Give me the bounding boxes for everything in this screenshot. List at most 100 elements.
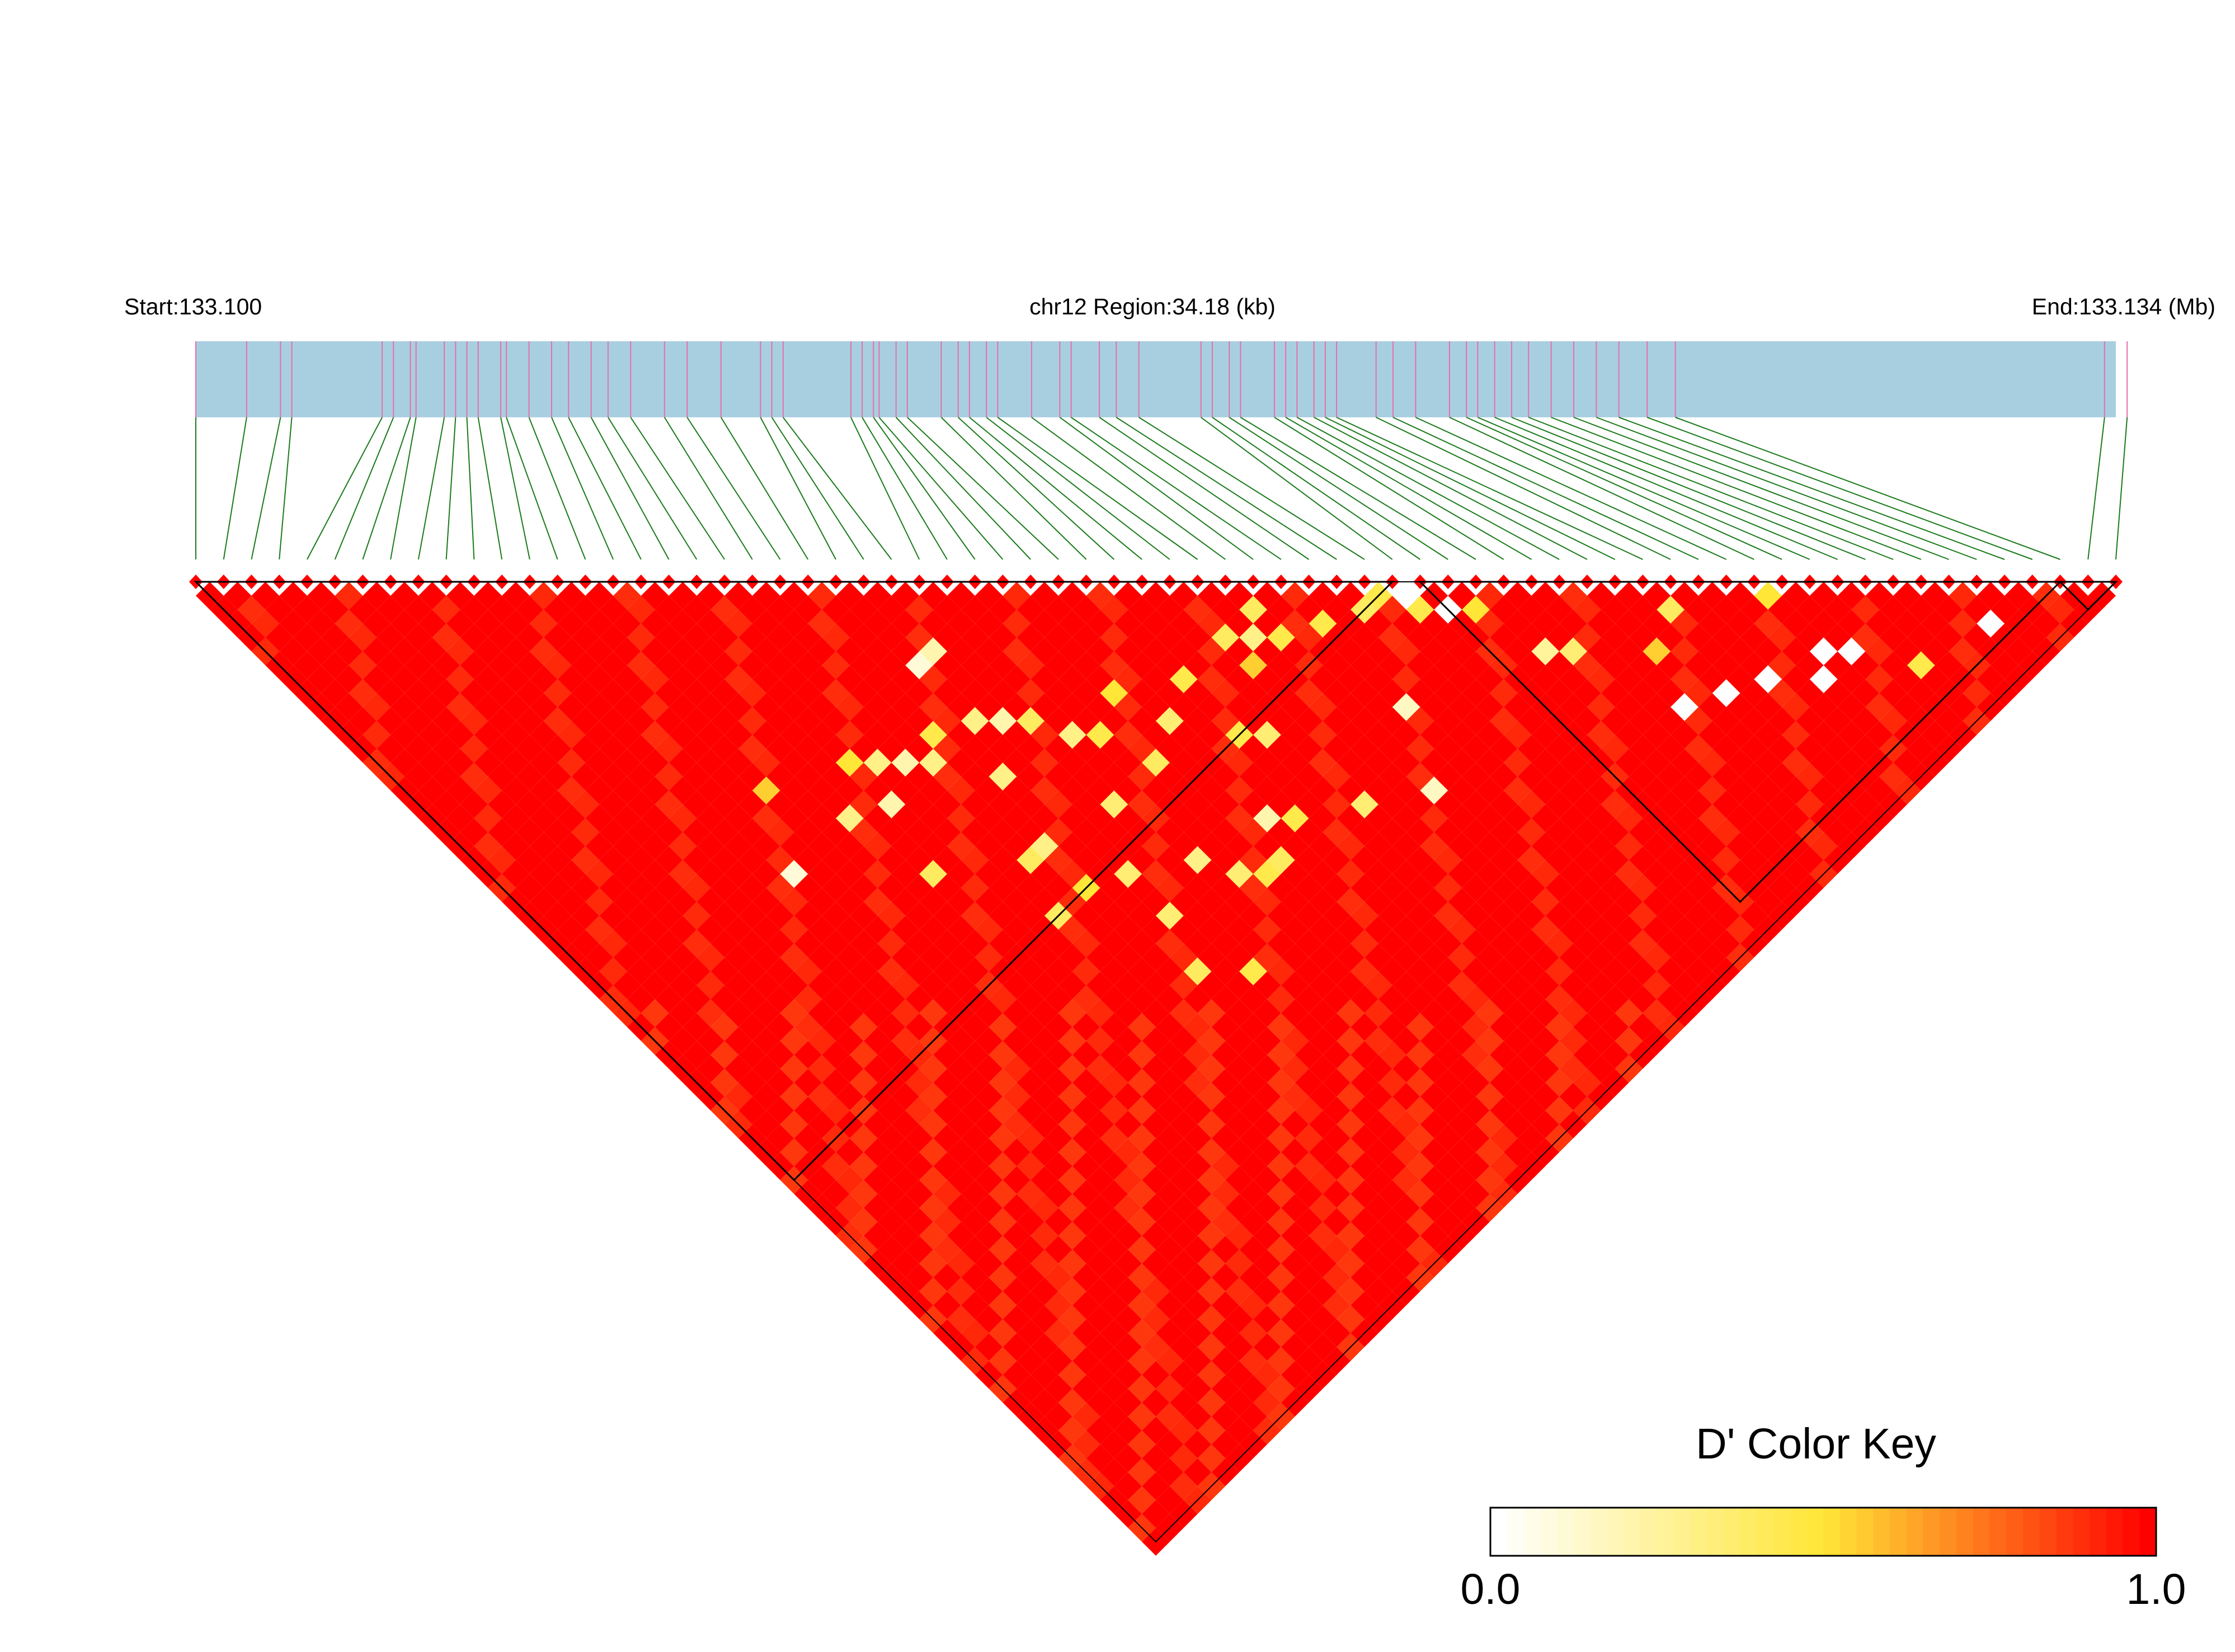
ld-cell [432,651,460,680]
ld-cell [404,707,432,735]
ld-cell [1072,1430,1100,1458]
ld-cell [585,693,614,721]
ld-cell [307,665,335,693]
ld-cell [1100,1458,1128,1486]
ld-cell [251,582,280,610]
ld-cell [752,999,780,1027]
snp-connector [568,417,642,560]
ld-cell [529,582,558,610]
ld-cell [933,679,961,707]
ld-cell [529,804,558,832]
ld-cell [404,763,432,791]
ld-cell [1531,776,1560,804]
ld-cell [1128,874,1156,902]
snp-connector [1212,417,1421,560]
ld-cell [613,609,641,638]
ld-cell [877,623,906,652]
ld-cell [1211,985,1240,1013]
ld-cell [1378,1180,1406,1208]
ld-cell [1128,957,1156,986]
ld-cell [933,1069,961,1097]
ld-cell [1128,595,1156,624]
ld-cell [697,860,725,888]
ld-cell [585,860,614,888]
ld-cell [724,1055,752,1083]
color-key-step [2106,1508,2124,1556]
ld-cell [1476,582,1504,610]
ld-cell [1044,1013,1072,1041]
ld-cell [1072,929,1100,958]
ld-cell [1156,1263,1184,1292]
ld-cell [1754,693,1782,721]
ld-cell [1643,776,1671,804]
ld-heatmap-cells [196,582,2116,1556]
ld-cell [1476,832,1504,860]
snp-connector [1675,417,2060,560]
ld-cell [613,915,641,944]
ld-cell [1587,915,1615,944]
snp-connector [477,417,503,560]
ld-cell [446,637,474,666]
ld-cell [1017,679,1045,707]
ld-cell [724,749,752,777]
ld-cell [780,721,808,749]
ld-cell [961,1319,989,1347]
ld-cell [1044,957,1072,986]
ld-cell [1156,1375,1184,1403]
ld-cell [1044,874,1072,902]
ld-cell [404,595,432,624]
ld-cell [1907,679,1935,707]
snp-connector [1336,417,1643,560]
ld-cell [502,609,530,638]
ld-cell [1211,1208,1240,1236]
ld-cell [933,735,961,763]
ld-cell [808,637,836,666]
ld-cell [1211,957,1240,986]
ld-cell [1100,763,1128,791]
ld-cell [1128,707,1156,735]
ld-cell [390,609,418,638]
ld-cell [1378,1152,1406,1180]
ld-cell [1044,1180,1072,1208]
ld-cell [1907,595,1935,624]
ld-cell [1489,1124,1518,1152]
ld-cell [1671,888,1698,916]
ld-cell [697,609,725,638]
ld-cell [989,651,1017,680]
color-key-step [2039,1508,2057,1556]
ld-cell [1128,985,1156,1013]
ld-cell [432,790,460,818]
ld-cell [961,1152,989,1180]
ld-cell [1044,1347,1072,1375]
ld-cell [1754,582,1782,610]
ld-cell [349,707,377,735]
ld-cell [502,582,530,610]
ld-cell [877,1124,906,1152]
snp-connector [1551,417,1922,560]
ld-cell [502,637,530,666]
snp-connector [969,417,1142,560]
ld-cell [1517,1124,1546,1152]
ld-cell [474,804,502,832]
ld-cell [321,595,349,624]
ld-cell [307,637,335,666]
ld-cell [1796,790,1824,818]
snp-connector [940,417,1087,560]
ld-cell [543,735,572,763]
ld-cell [418,609,446,638]
ld-cell [1531,999,1560,1027]
color-key-frame [1489,1507,2157,1557]
ld-cell [1531,888,1560,916]
ld-cell [1267,1041,1295,1069]
ld-cell [1267,1069,1295,1097]
snp-connector [223,417,247,560]
ld-cell [752,1110,780,1138]
ld-cell [529,832,558,860]
ld-cell [1267,1124,1295,1152]
ld-cell [724,943,752,972]
ld-cell [1072,1291,1100,1320]
snp-connector [1618,417,2005,560]
snp-connector [1201,417,1393,560]
ld-cell [1323,1319,1351,1347]
